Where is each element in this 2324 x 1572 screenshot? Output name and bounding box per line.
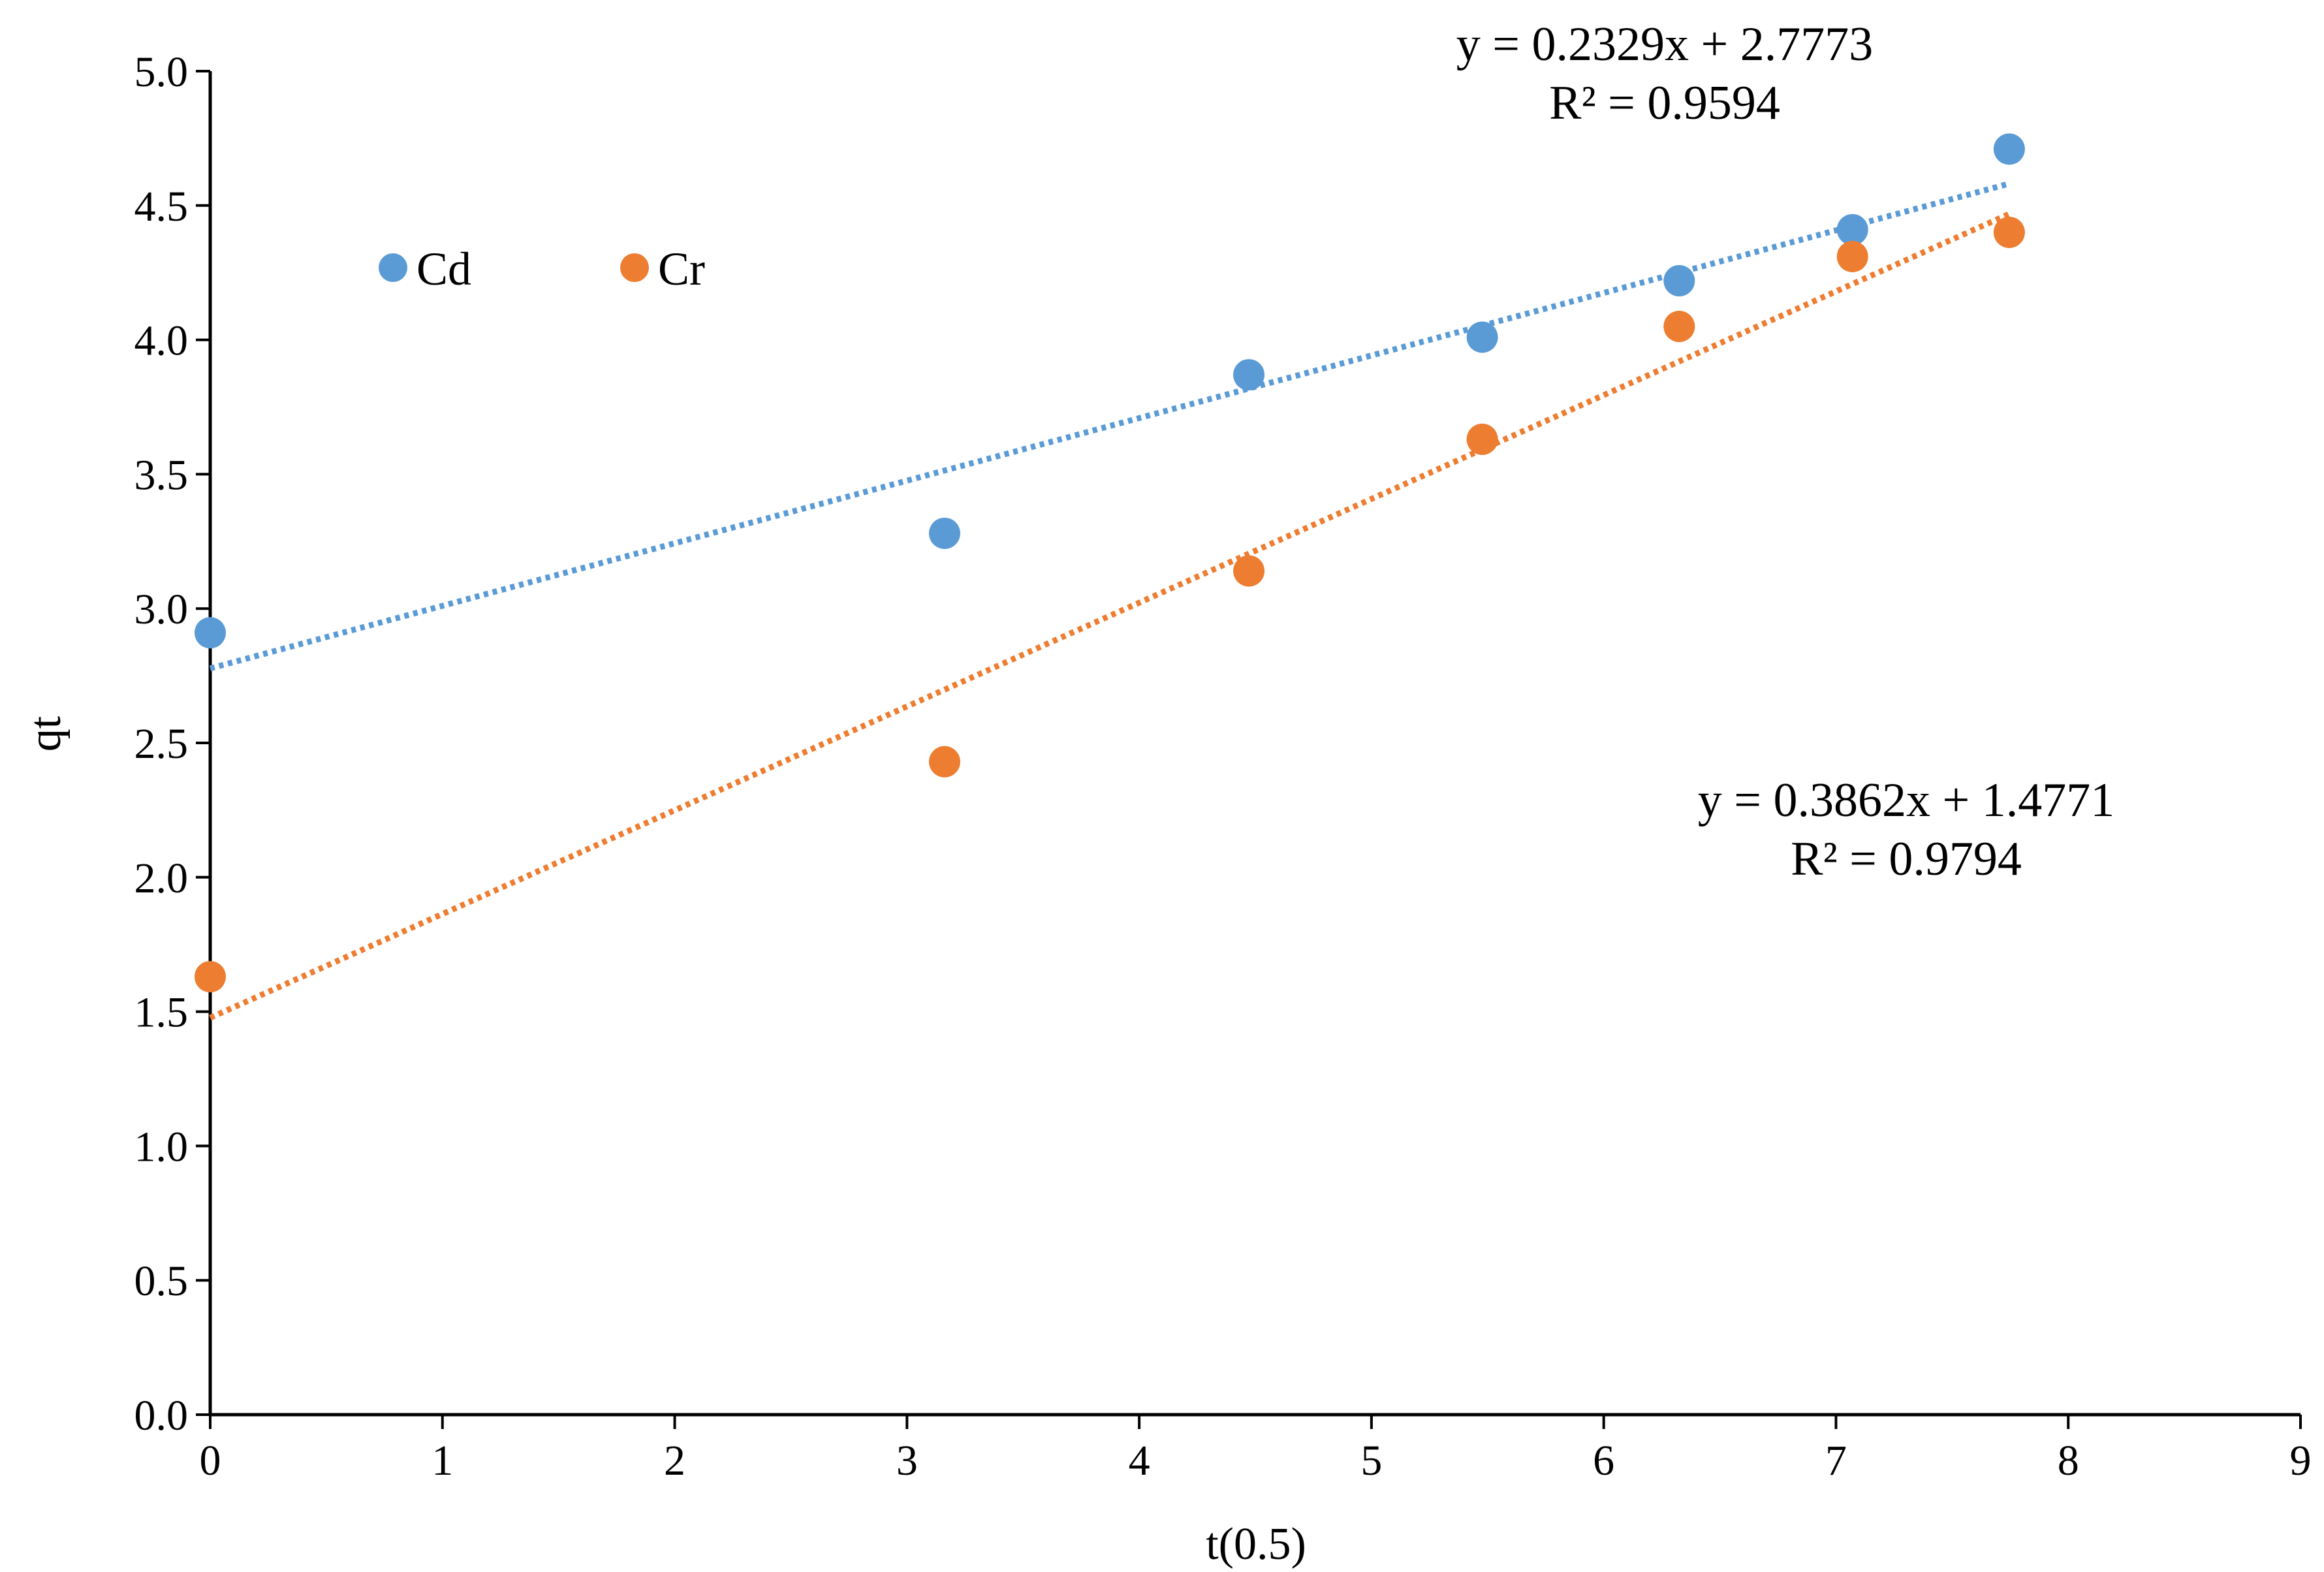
- data-point-cd: [195, 617, 226, 649]
- data-point-cd: [1466, 321, 1498, 353]
- trendline-equation-cd: y = 0.2329x + 2.7773: [1456, 18, 1873, 71]
- x-tick-label: 2: [664, 1437, 685, 1485]
- data-point-cr: [195, 961, 226, 993]
- data-point-cd: [928, 517, 960, 549]
- data-points: [195, 133, 2025, 993]
- x-tick-label: 4: [1129, 1437, 1150, 1485]
- data-point-cr: [1993, 216, 2025, 248]
- data-point-cd: [1836, 213, 1868, 245]
- data-point-cr: [1466, 423, 1498, 455]
- data-point-cd: [1663, 265, 1695, 297]
- y-tick-label: 2.5: [134, 720, 189, 768]
- y-tick-label: 2.0: [134, 855, 189, 902]
- data-point-cd: [1233, 359, 1265, 391]
- x-axis-title: t(0.5): [1206, 1519, 1306, 1569]
- trendline-equation-cr: y = 0.3862x + 1.4771: [1698, 774, 2114, 827]
- axes: 0.0 0.5 1.0 1.5 2.0 2.5 3.0 3.5 4.0 4.5 5.0 0 1 2 3 4 5 6…: [134, 48, 2312, 1485]
- y-tick-label: 0.5: [134, 1257, 189, 1305]
- x-tick-label: 8: [2058, 1437, 2079, 1485]
- y-axis-title: qt: [20, 715, 71, 751]
- x-tick-label: 9: [2290, 1437, 2312, 1485]
- y-tick-label: 4.5: [134, 183, 189, 230]
- y-tick-label: 3.0: [134, 586, 189, 633]
- x-tick-label: 3: [896, 1437, 918, 1485]
- y-tick-label: 5.0: [134, 48, 189, 96]
- trendline-r2-cr: R² = 0.9794: [1791, 832, 2022, 886]
- trendline-cr: [209, 211, 2011, 1021]
- trendline-annotation-cr: y = 0.3862x + 1.4771 R² = 0.9794: [1698, 774, 2114, 886]
- x-tick-label: 1: [432, 1437, 453, 1485]
- y-tick-label: 4.0: [134, 317, 189, 365]
- data-point-cr: [1836, 241, 1868, 273]
- x-tick-label: 0: [200, 1437, 221, 1485]
- x-tick-label: 6: [1593, 1437, 1614, 1485]
- legend-marker-cd: [379, 253, 407, 282]
- legend: Cd Cr: [379, 243, 705, 295]
- data-point-cr: [928, 746, 960, 778]
- trendline-cd: [209, 180, 2011, 672]
- y-tick-label: 3.5: [134, 451, 189, 499]
- legend-label-cr: Cr: [658, 243, 705, 295]
- y-tick-label: 0.0: [134, 1392, 189, 1439]
- data-point-cr: [1233, 555, 1265, 587]
- trendlines: [209, 180, 2011, 1021]
- trendline-annotation-cd: y = 0.2329x + 2.7773 R² = 0.9594: [1456, 18, 1873, 130]
- trendline-r2-cd: R² = 0.9594: [1549, 76, 1780, 130]
- data-point-cd: [1993, 133, 2025, 165]
- x-tick-label: 5: [1360, 1437, 1382, 1485]
- y-tick-label: 1.5: [134, 989, 189, 1037]
- data-point-cr: [1663, 311, 1695, 343]
- legend-label-cd: Cd: [416, 243, 471, 295]
- y-tick-label: 1.0: [134, 1123, 189, 1171]
- x-tick-label: 7: [1825, 1437, 1847, 1485]
- legend-marker-cr: [620, 253, 649, 282]
